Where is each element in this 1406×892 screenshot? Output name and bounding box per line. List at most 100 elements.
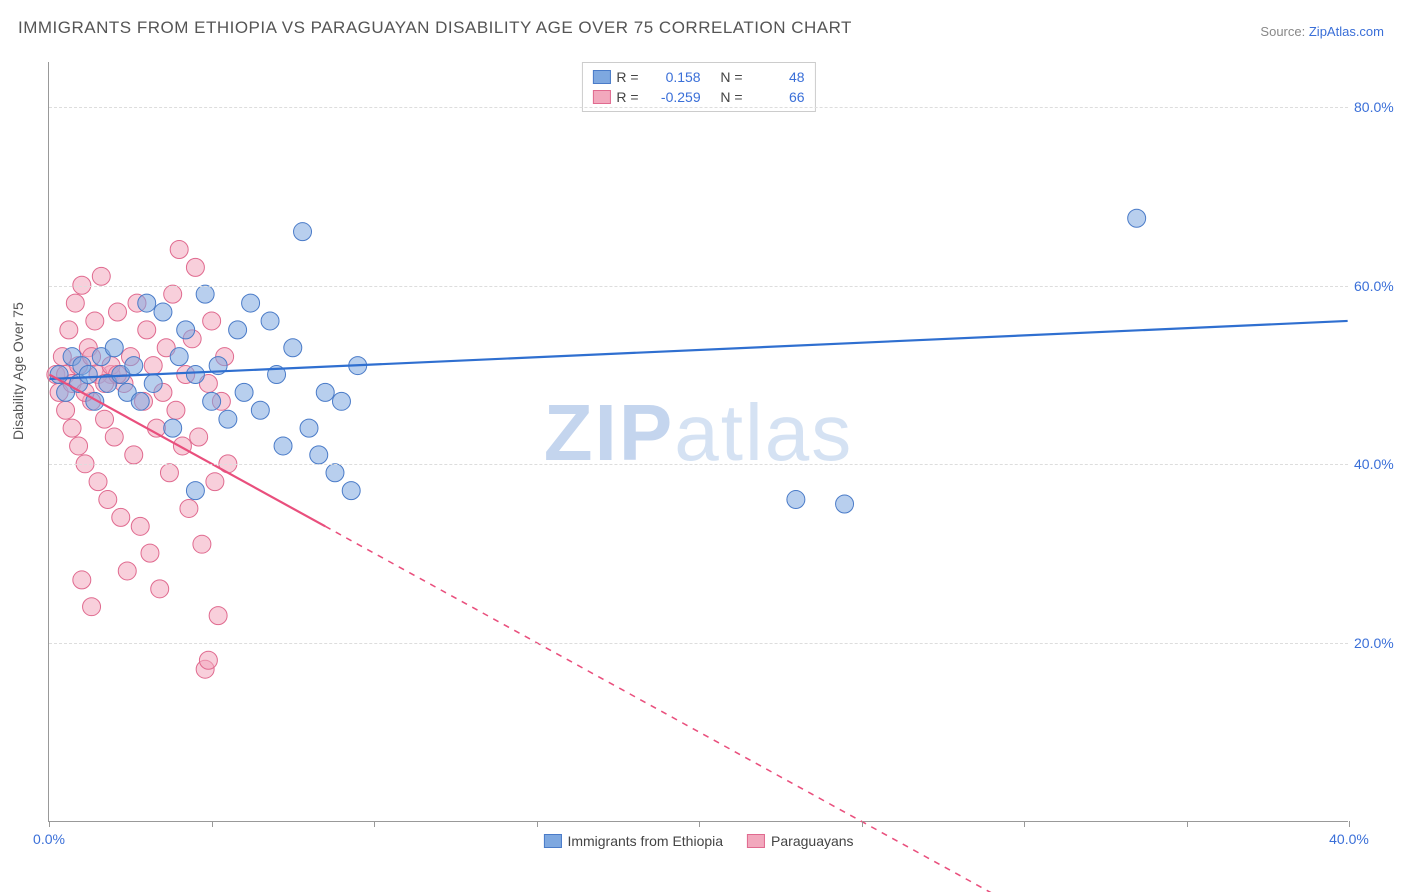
data-point: [125, 446, 143, 464]
data-point: [118, 562, 136, 580]
scatter-svg: [49, 62, 1348, 821]
data-point: [342, 482, 360, 500]
data-point: [105, 339, 123, 357]
grid-line: [49, 643, 1348, 644]
xtick: [212, 821, 213, 827]
ytick-label: 80.0%: [1354, 99, 1404, 115]
legend-bottom-swatch-0: [543, 834, 561, 848]
data-point: [164, 285, 182, 303]
data-point: [836, 495, 854, 513]
xtick: [374, 821, 375, 827]
data-point: [219, 410, 237, 428]
data-point: [300, 419, 318, 437]
plot-area: ZIPatlas R = 0.158 N = 48 R = -0.259 N =…: [48, 62, 1348, 822]
data-point: [141, 544, 159, 562]
data-point: [125, 357, 143, 375]
data-point: [193, 535, 211, 553]
data-point: [203, 392, 221, 410]
xtick: [1349, 821, 1350, 827]
data-point: [167, 401, 185, 419]
legend-item-1: Paraguayans: [747, 833, 854, 849]
data-point: [144, 357, 162, 375]
data-point: [203, 312, 221, 330]
xtick: [699, 821, 700, 827]
chart-title: IMMIGRANTS FROM ETHIOPIA VS PARAGUAYAN D…: [18, 18, 852, 38]
data-point: [83, 598, 101, 616]
data-point: [186, 366, 204, 384]
ytick-label: 60.0%: [1354, 278, 1404, 294]
source-link[interactable]: ZipAtlas.com: [1309, 24, 1384, 39]
data-point: [196, 285, 214, 303]
data-point: [138, 294, 156, 312]
grid-line: [49, 107, 1348, 108]
data-point: [284, 339, 302, 357]
data-point: [332, 392, 350, 410]
data-point: [242, 294, 260, 312]
data-point: [186, 258, 204, 276]
data-point: [294, 223, 312, 241]
data-point: [229, 321, 247, 339]
data-point: [177, 321, 195, 339]
data-point: [112, 508, 130, 526]
data-point: [261, 312, 279, 330]
data-point: [109, 303, 127, 321]
data-point: [1128, 209, 1146, 227]
data-point: [63, 419, 81, 437]
data-point: [131, 392, 149, 410]
data-point: [66, 294, 84, 312]
data-point: [138, 321, 156, 339]
data-point: [199, 651, 217, 669]
data-point: [190, 428, 208, 446]
data-point: [92, 267, 110, 285]
data-point: [170, 241, 188, 259]
data-point: [274, 437, 292, 455]
data-point: [86, 312, 104, 330]
data-point: [89, 473, 107, 491]
data-point: [326, 464, 344, 482]
xtick: [1187, 821, 1188, 827]
data-point: [144, 374, 162, 392]
data-point: [180, 499, 198, 517]
data-point: [60, 321, 78, 339]
ytick-label: 40.0%: [1354, 456, 1404, 472]
data-point: [57, 401, 75, 419]
grid-line: [49, 464, 1348, 465]
xtick: [1024, 821, 1025, 827]
data-point: [186, 482, 204, 500]
data-point: [151, 580, 169, 598]
data-point: [170, 348, 188, 366]
legend-bottom-swatch-1: [747, 834, 765, 848]
xtick: [537, 821, 538, 827]
xtick: [862, 821, 863, 827]
xtick-label: 40.0%: [1329, 831, 1369, 847]
data-point: [209, 607, 227, 625]
data-point: [105, 428, 123, 446]
data-point: [787, 491, 805, 509]
legend-bottom-label-1: Paraguayans: [771, 833, 854, 849]
data-point: [73, 571, 91, 589]
data-point: [131, 517, 149, 535]
data-point: [79, 366, 97, 384]
series-legend: Immigrants from Ethiopia Paraguayans: [543, 833, 853, 849]
data-point: [251, 401, 269, 419]
grid-line: [49, 286, 1348, 287]
xtick: [49, 821, 50, 827]
data-point: [154, 303, 172, 321]
data-point: [160, 464, 178, 482]
source-label: Source:: [1260, 24, 1305, 39]
ytick-label: 20.0%: [1354, 635, 1404, 651]
data-point: [235, 383, 253, 401]
xtick-label: 0.0%: [33, 831, 65, 847]
data-point: [96, 410, 114, 428]
legend-item-0: Immigrants from Ethiopia: [543, 833, 723, 849]
data-point: [310, 446, 328, 464]
data-point: [316, 383, 334, 401]
data-point: [206, 473, 224, 491]
data-point: [164, 419, 182, 437]
chart-container: IMMIGRANTS FROM ETHIOPIA VS PARAGUAYAN D…: [0, 0, 1406, 892]
source-attribution: Source: ZipAtlas.com: [1260, 24, 1384, 39]
data-point: [99, 491, 117, 509]
legend-bottom-label-0: Immigrants from Ethiopia: [567, 833, 723, 849]
y-axis-label: Disability Age Over 75: [10, 302, 26, 440]
data-point: [70, 437, 88, 455]
